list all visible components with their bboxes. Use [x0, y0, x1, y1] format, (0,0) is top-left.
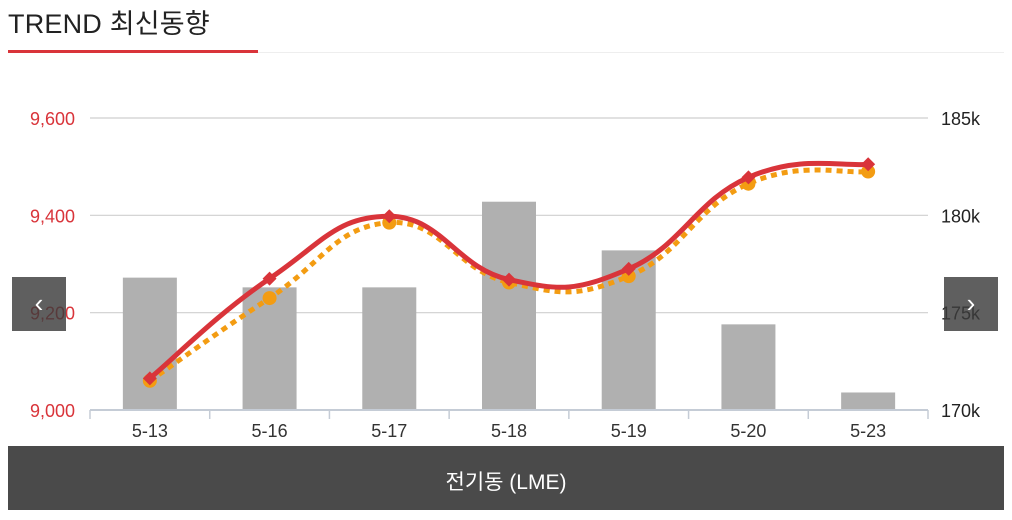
commodity-label: 전기동 (LME) — [445, 471, 567, 494]
bar — [362, 287, 417, 410]
x-axis-tick-label: 5-16 — [252, 421, 288, 441]
bar — [242, 287, 297, 410]
price-series-point — [741, 170, 756, 185]
x-axis-tick-label: 5-20 — [730, 421, 766, 441]
bar — [482, 201, 536, 410]
price-series-point — [861, 157, 876, 172]
left-axis-tick-label: 9,600 — [30, 109, 75, 129]
bar — [122, 277, 177, 410]
x-axis-tick-label: 5-23 — [850, 421, 886, 441]
bar — [721, 324, 776, 410]
x-axis-tick-label: 5-19 — [611, 421, 647, 441]
right-axis-tick-label: 170k — [941, 401, 981, 421]
x-axis-tick-label: 5-17 — [371, 421, 407, 441]
page-header: TREND 최신동향 — [0, 0, 1012, 56]
next-arrow-button[interactable]: › — [944, 277, 998, 331]
title-underline — [8, 50, 258, 53]
header-divider — [258, 52, 1004, 53]
trend-chart: 9,0009,2009,4009,600170k175k180k185k5-13… — [30, 109, 981, 441]
secondary-series-point — [861, 164, 876, 179]
price-series-point — [621, 261, 636, 276]
right-axis-tick-label: 180k — [941, 206, 981, 226]
price-series-point — [382, 209, 397, 224]
bar-series — [122, 201, 896, 410]
price-series-point — [262, 271, 277, 286]
price-series-point — [502, 272, 516, 287]
secondary-series-point — [262, 291, 277, 306]
page-title: TREND 최신동향 — [8, 9, 210, 39]
left-axis-tick-label: 9,400 — [30, 206, 75, 226]
left-axis-tick-label: 9,000 — [30, 401, 75, 421]
price-series-point — [142, 371, 157, 386]
line-series — [142, 157, 876, 388]
footer-bar: 전기동 (LME) — [8, 446, 1004, 510]
x-axis-tick-label: 5-18 — [491, 421, 527, 441]
prev-arrow-button[interactable]: ‹ — [12, 277, 66, 331]
chevron-left-icon: ‹ — [34, 288, 44, 318]
chevron-right-icon: › — [966, 288, 976, 318]
bar — [841, 392, 896, 410]
right-axis-tick-label: 185k — [941, 109, 981, 129]
x-axis-tick-label: 5-13 — [132, 421, 168, 441]
